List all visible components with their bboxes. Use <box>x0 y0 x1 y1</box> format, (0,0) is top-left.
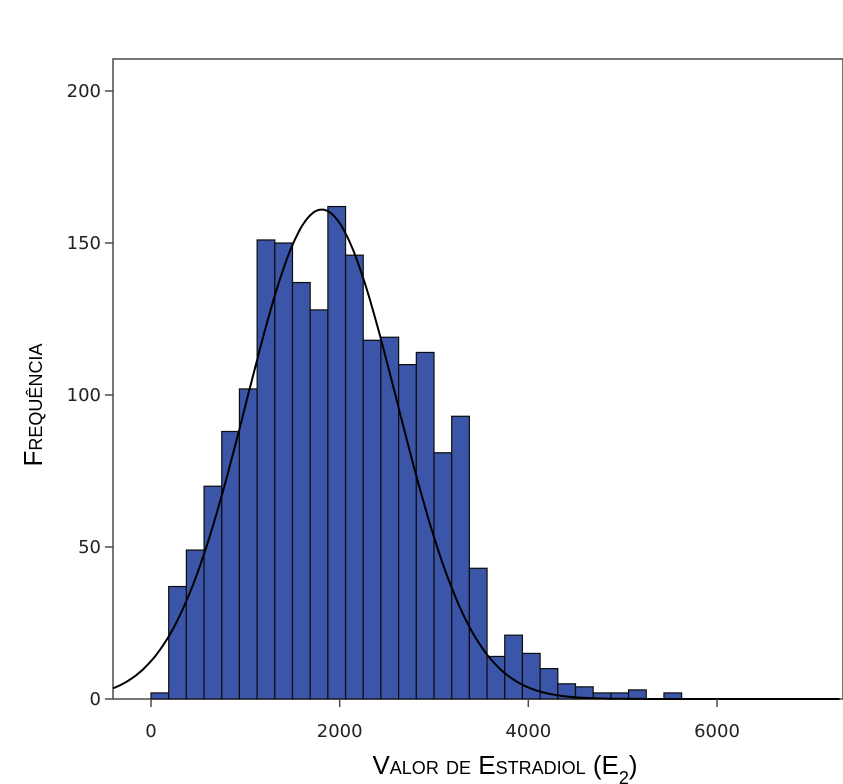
y-tick-label: 50 <box>78 537 101 558</box>
x-axis-title: Valor de Estradiol (E2) <box>372 750 637 784</box>
histogram-bar <box>309 309 329 700</box>
y-tick-label: 150 <box>67 233 101 254</box>
histogram-bar <box>521 652 541 700</box>
histogram-bar <box>433 452 453 700</box>
x-axis: 0 2000 4000 6000 <box>145 699 740 742</box>
x-tick-label: 6000 <box>694 721 740 742</box>
histogram-bar <box>274 242 294 700</box>
histogram-bar <box>185 549 205 700</box>
x-tick-label: 2000 <box>317 721 363 742</box>
histogram-bar <box>504 634 524 700</box>
x-tick-label: 4000 <box>505 721 551 742</box>
histogram-bar <box>627 689 647 700</box>
histogram-bar <box>486 655 506 700</box>
histogram-bar <box>344 254 364 700</box>
x-tick-label: 0 <box>145 721 156 742</box>
histogram-bar <box>203 485 223 700</box>
histogram-bar <box>150 692 170 700</box>
histogram-bar <box>221 430 241 700</box>
histogram-bar <box>327 205 347 700</box>
histogram-bar <box>362 339 382 700</box>
histogram-bar <box>291 281 311 700</box>
y-tick-label: 100 <box>67 385 101 406</box>
normal-curve <box>112 208 840 700</box>
histogram-bar <box>256 239 276 700</box>
histogram-bars <box>150 205 683 700</box>
y-axis-title: Frequência <box>18 344 48 467</box>
x-axis-title-main: Valor de Estradiol (E <box>372 750 618 780</box>
x-axis-title-close: ) <box>629 750 638 780</box>
y-axis: 0 50 100 150 200 <box>67 81 113 710</box>
y-tick-label: 0 <box>90 689 101 710</box>
normal-curve-layer <box>112 208 840 700</box>
histogram-bar <box>380 336 400 700</box>
histogram-bar <box>468 567 488 700</box>
y-tick-label: 200 <box>67 81 101 102</box>
histogram-bar <box>168 585 187 700</box>
x-axis-title-subscript: 2 <box>619 768 629 784</box>
histogram-bar <box>238 388 258 700</box>
histogram-bar <box>451 415 470 700</box>
